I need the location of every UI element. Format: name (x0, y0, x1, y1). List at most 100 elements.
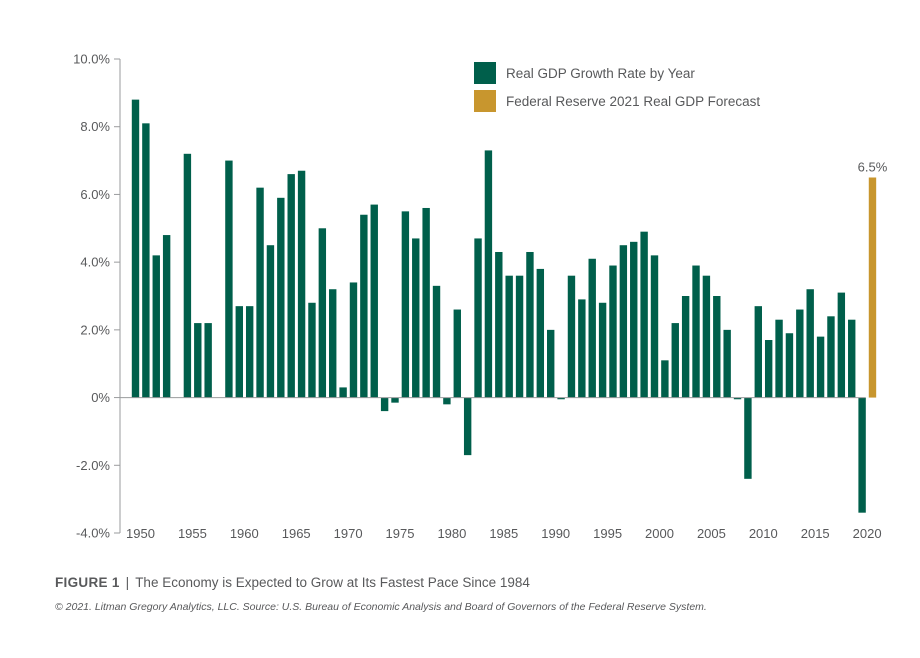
x-tick-label: 1985 (489, 526, 518, 541)
bar-1992 (567, 275, 576, 398)
bar-1953 (162, 235, 171, 398)
bar-1963 (266, 245, 275, 398)
bar-1979 (432, 285, 441, 398)
source-note: © 2021. Litman Gregory Analytics, LLC. S… (55, 601, 707, 613)
bar-1967 (308, 302, 316, 398)
bar-1995 (598, 302, 607, 398)
bar-1957 (204, 323, 212, 398)
x-tick-label: 1975 (386, 526, 415, 541)
y-tick-label: 6.0% (80, 187, 110, 202)
y-tick-label: 0% (91, 390, 110, 405)
legend-label: Real GDP Growth Rate by Year (506, 66, 695, 81)
x-tick-label: 1970 (334, 526, 363, 541)
caption-separator: | (125, 575, 130, 590)
bar-1950 (131, 99, 140, 398)
x-tick-label: 2020 (853, 526, 882, 541)
x-tick-label: 2010 (749, 526, 778, 541)
bar-1968 (318, 228, 327, 398)
y-tick-label: 10.0% (73, 52, 110, 67)
bar-1952 (152, 255, 160, 398)
bar-1990 (547, 329, 555, 398)
figure-number: FIGURE 1 (55, 575, 120, 590)
bar-1991 (557, 397, 565, 400)
bar-1986 (505, 275, 513, 398)
bar-1970 (339, 387, 347, 398)
bar-2018 (837, 292, 846, 398)
y-tick-label: 2.0% (80, 322, 110, 337)
bar-2003 (681, 296, 690, 398)
bar-2013 (785, 333, 794, 398)
bar-1976 (401, 211, 410, 398)
x-tick-label: 1965 (282, 526, 311, 541)
bar-2004 (692, 265, 700, 398)
bar-1974 (380, 397, 389, 412)
bar-1966 (297, 170, 306, 398)
bar-1982 (463, 397, 472, 456)
x-tick-label: 1980 (437, 526, 466, 541)
forecast-data-label: 6.5% (858, 160, 888, 175)
bar-2014 (796, 309, 804, 398)
bar-1972 (360, 214, 368, 398)
bar-2010 (754, 306, 762, 398)
figure-caption: FIGURE 1 | The Economy is Expected to Grow… (55, 575, 530, 590)
bar-2009 (744, 397, 752, 479)
x-tick-label: 1995 (593, 526, 622, 541)
bar-1987 (515, 275, 524, 398)
bar-2006 (713, 296, 721, 398)
x-tick-label: 1990 (541, 526, 570, 541)
bar-1994 (588, 258, 596, 398)
bar-1988 (526, 251, 534, 398)
x-tick-label: 1955 (178, 526, 207, 541)
bar-2000 (650, 255, 659, 398)
bar-1964 (277, 197, 285, 398)
bar-2012 (775, 319, 783, 398)
bar-2021 (868, 177, 877, 398)
bar-1961 (245, 306, 254, 398)
bar-2016 (816, 336, 825, 398)
bar-1971 (349, 282, 358, 398)
x-tick-label: 2000 (645, 526, 674, 541)
bar-1959 (225, 160, 233, 398)
bar-2011 (764, 340, 773, 398)
bar-1965 (287, 174, 295, 398)
legend-swatch (474, 62, 496, 84)
bar-1998 (630, 241, 638, 398)
x-tick-label: 2015 (801, 526, 830, 541)
bar-1985 (495, 251, 503, 398)
x-tick-label: 1960 (230, 526, 259, 541)
y-tick-label: -2.0% (76, 458, 110, 473)
bar-2020 (858, 397, 866, 513)
bar-2015 (806, 289, 814, 398)
gdp-bar-chart: 6.5% 10.0% 8.0% 6.0% 4.0% 2.0% 0% -2.0% -4.0% 19… (73, 52, 888, 542)
legend-swatch (474, 90, 496, 112)
bar-1951 (142, 123, 150, 398)
figure-title: The Economy is Expected to Grow at Its F… (135, 575, 530, 590)
bar-1980 (443, 397, 451, 405)
bar-2001 (661, 360, 669, 398)
bar-1983 (474, 238, 482, 398)
bar-1978 (422, 207, 430, 398)
bar-2005 (702, 275, 711, 398)
bar-1996 (609, 265, 617, 398)
bar-1984 (484, 150, 493, 398)
y-tick-label: 4.0% (80, 255, 110, 270)
y-tick-label: 8.0% (80, 119, 110, 134)
bar-2019 (848, 319, 856, 398)
bar-1989 (536, 268, 545, 398)
bar-1975 (391, 397, 399, 403)
bar-1977 (412, 238, 420, 398)
x-tick-label: 2005 (697, 526, 726, 541)
bar-1962 (256, 187, 264, 398)
bar-1955 (183, 153, 192, 398)
legend-label: Federal Reserve 2021 Real GDP Forecast (506, 94, 760, 109)
bar-2008 (733, 397, 742, 400)
bar-1960 (235, 306, 243, 398)
bar-1997 (619, 245, 628, 398)
bar-2017 (827, 316, 835, 398)
bar-2002 (671, 323, 679, 398)
bar-1999 (640, 231, 648, 398)
bar-1969 (329, 289, 337, 398)
bar-1981 (453, 309, 461, 398)
bar-1973 (370, 204, 378, 398)
x-tick-label: 1950 (126, 526, 155, 541)
